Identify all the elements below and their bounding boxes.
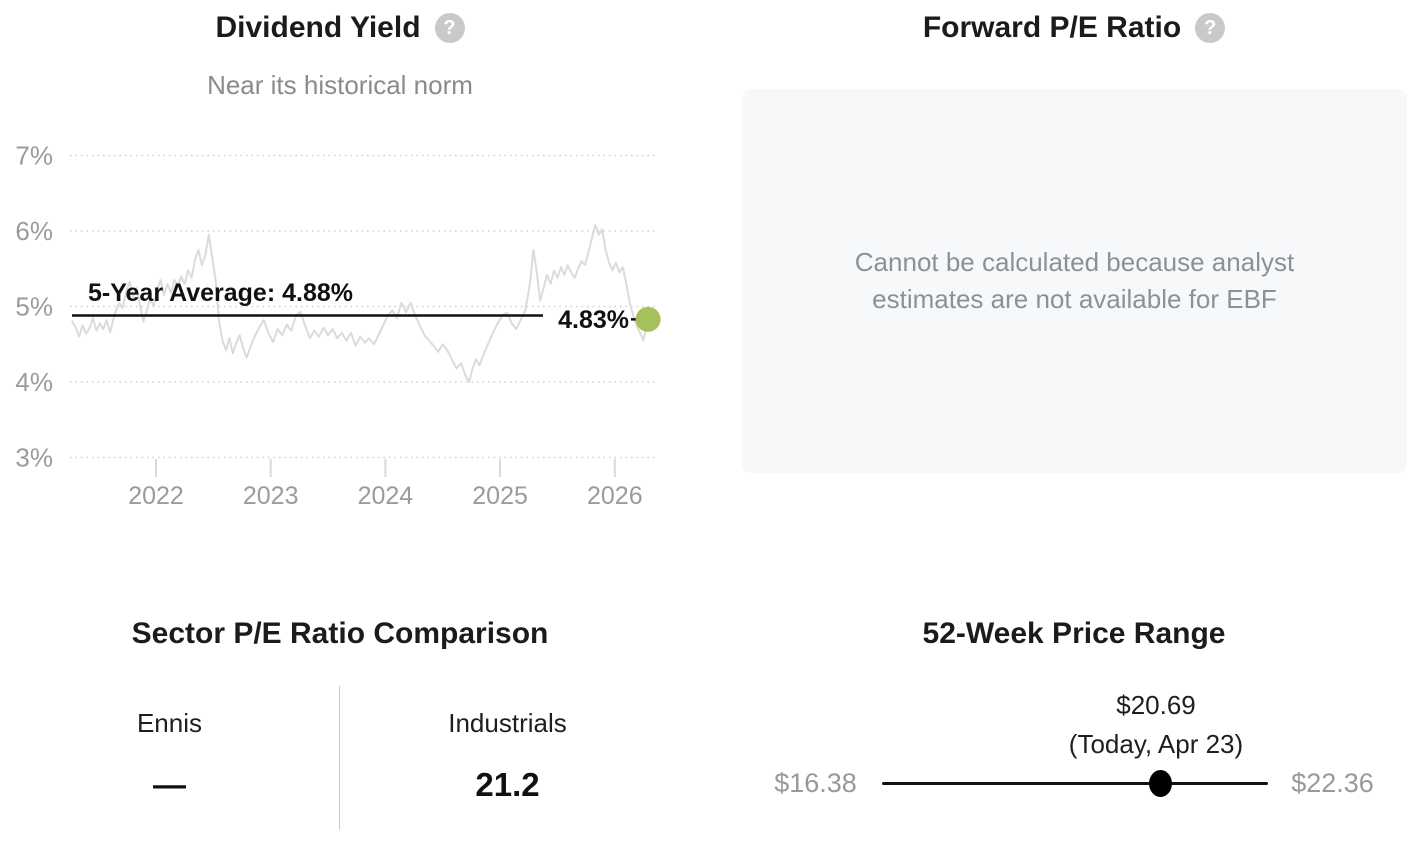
forward-pe-message: Cannot be calculated because analyst est… <box>854 247 1295 314</box>
price-range-title: 52-Week Price Range <box>922 617 1226 650</box>
dividend-yield-panel: Dividend Yield ? Near its historical nor… <box>0 0 680 560</box>
company-pe-value: — <box>153 766 186 803</box>
dividend-yield-title: Dividend Yield <box>215 11 421 44</box>
sector-pe-title: Sector P/E Ratio Comparison <box>131 617 549 650</box>
help-icon[interactable]: ? <box>434 13 465 43</box>
forward-pe-header: Forward P/E Ratio ? <box>734 10 1414 46</box>
forward-pe-panel: Forward P/E Ratio ? Cannot be calculated… <box>734 0 1414 560</box>
x-axis-label: 2024 <box>358 482 414 510</box>
low-price-label: $16.38 <box>774 768 857 798</box>
x-axis-label: 2026 <box>587 482 643 510</box>
dividend-yield-history-line <box>71 224 650 383</box>
y-axis-label: 5% <box>15 292 53 322</box>
x-axis-label: 2023 <box>243 482 299 510</box>
five-year-average-label: 5-Year Average: 4.88% <box>88 279 353 307</box>
x-axis-label: 2025 <box>472 482 528 510</box>
high-price-label: $22.36 <box>1291 768 1374 798</box>
current-yield-label: 4.83% <box>558 306 629 334</box>
column-divider <box>339 686 340 830</box>
sector-column-label: Industrials <box>448 708 567 738</box>
sector-pe-value: 21.2 <box>475 766 540 803</box>
current-price-date: (Today, Apr 23) <box>1068 729 1244 759</box>
company-column-label: Ennis <box>136 708 203 738</box>
x-axis-label: 2022 <box>128 482 184 510</box>
forward-pe-title: Forward P/E Ratio <box>922 11 1182 44</box>
price-range-panel: 52-Week Price Range $20.69 (Today, Apr 2… <box>734 560 1414 846</box>
help-icon[interactable]: ? <box>1195 13 1226 43</box>
price-range-marker <box>1148 770 1172 797</box>
y-axis-label: 6% <box>15 216 53 246</box>
dividend-yield-chart: 7% 6% 5% 4% 3% 2022 2023 2024 2025 2026 <box>15 141 661 510</box>
y-axis-label: 7% <box>15 141 53 171</box>
y-axis-label: 3% <box>15 443 53 473</box>
dividend-yield-header: Dividend Yield ? <box>0 10 680 46</box>
forward-pe-empty-state: Cannot be calculated because analyst est… <box>742 89 1407 473</box>
current-value-marker <box>635 306 661 332</box>
current-price-label: $20.69 <box>1116 690 1196 720</box>
dividend-yield-subtitle: Near its historical norm <box>207 70 473 100</box>
y-axis-label: 4% <box>15 367 53 397</box>
price-range-track <box>882 782 1268 785</box>
sector-pe-panel: Sector P/E Ratio Comparison Ennis — Indu… <box>0 560 680 846</box>
